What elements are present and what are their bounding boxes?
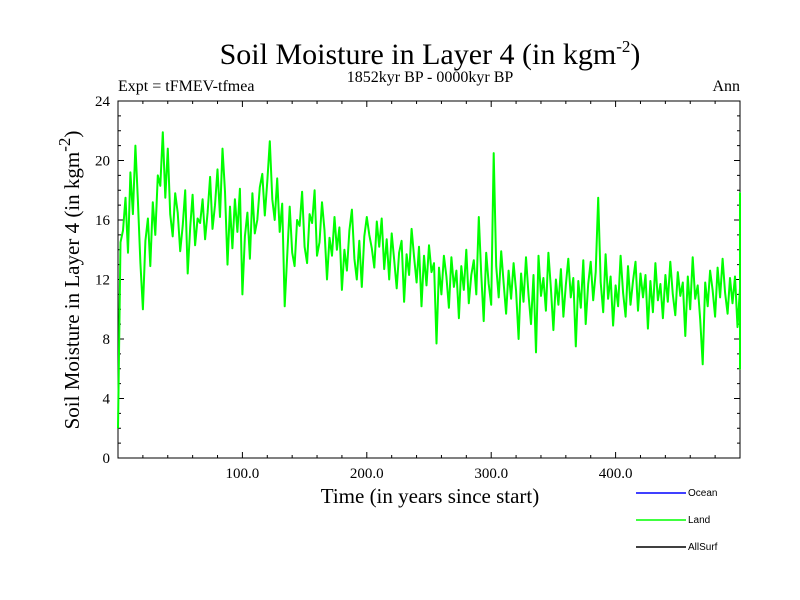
y-tick-label: 4 xyxy=(103,392,111,408)
season-label: Ann xyxy=(712,78,740,95)
legend-ocean-label: Ocean xyxy=(688,488,717,499)
y-tick-label: 16 xyxy=(95,213,111,229)
x-axis-label: Time (in years since start) xyxy=(321,484,540,508)
series-line-land xyxy=(117,131,741,429)
y-tick-label: 24 xyxy=(95,94,111,110)
y-tick-label: 0 xyxy=(103,451,111,467)
series-layer xyxy=(117,131,741,429)
legend: Ocean Land AllSurf xyxy=(636,488,718,553)
y-tick-label: 12 xyxy=(95,273,110,289)
y-tick-label: 8 xyxy=(103,332,111,348)
experiment-label: Expt = tFMEV-tfmea xyxy=(118,78,254,95)
x-axis: 100.0 200.0 300.0 400.0 xyxy=(142,101,716,482)
x-tick-label: 100.0 xyxy=(226,466,260,482)
legend-land-label: Land xyxy=(688,515,710,526)
time-range-label: 1852kyr BP - 0000kyr BP xyxy=(347,69,514,86)
y-axis: 0 4 8 12 16 20 24 xyxy=(95,94,740,467)
y-axis-label: Soil Moisture in Layer 4 (in kgm-2) xyxy=(55,131,84,430)
chart-title: Soil Moisture in Layer 4 (in kgm-2) xyxy=(220,37,641,71)
y-tick-label: 20 xyxy=(95,154,110,170)
legend-allsurf-label: AllSurf xyxy=(688,542,718,553)
x-tick-label: 400.0 xyxy=(599,466,633,482)
x-tick-label: 300.0 xyxy=(474,466,508,482)
x-tick-label: 200.0 xyxy=(350,466,384,482)
